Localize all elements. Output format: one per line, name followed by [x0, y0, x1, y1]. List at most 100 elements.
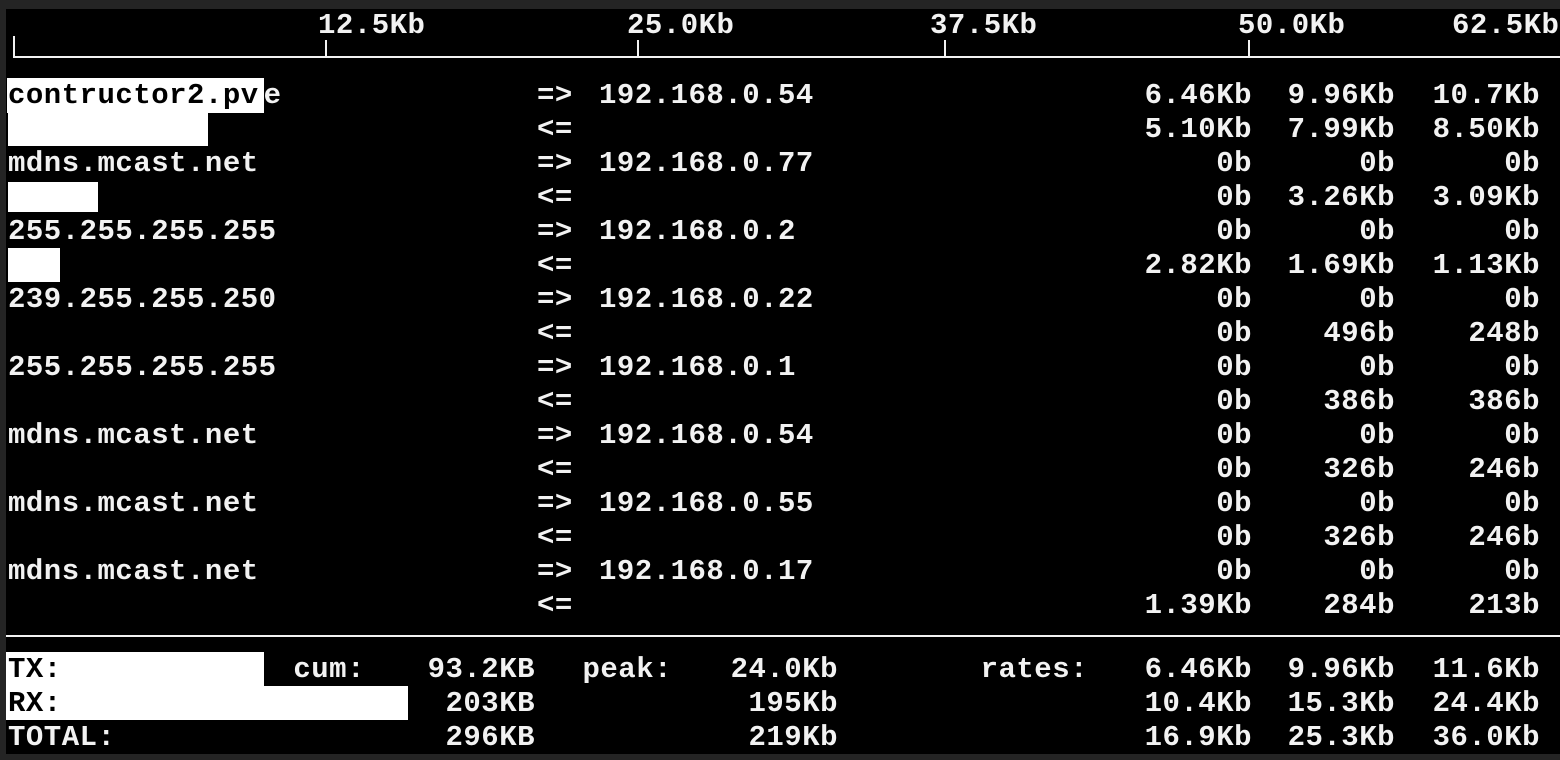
- scale-tick: [944, 40, 946, 56]
- redaction-box: [8, 182, 98, 212]
- remote-host: 192.168.0.17: [599, 554, 814, 588]
- remote-host: 192.168.0.2: [599, 214, 796, 248]
- tx-rate-40s: 0b: [1504, 214, 1540, 248]
- rx-rate-10s: 496b: [1323, 316, 1395, 350]
- connection-row-tx: 255.255.255.255 => 192.168.0.1 0b 0b 0b: [0, 350, 1560, 384]
- scale-tick-label: 62.5Kb: [1452, 9, 1560, 42]
- tx-rate-40s: 0b: [1504, 146, 1540, 180]
- connection-row-rx: <= 2.82Kb 1.69Kb 1.13Kb: [0, 248, 1560, 282]
- total-cum-value: 296KB: [445, 720, 535, 754]
- local-host: mdns.mcast.net: [8, 554, 259, 588]
- tx-rate-10s: 0b: [1359, 146, 1395, 180]
- rx-rate-40s: 246b: [1468, 452, 1540, 486]
- rx-rate-2s: 0b: [1216, 452, 1252, 486]
- connection-row-tx: mdns.mcast.net => 192.168.0.17 0b 0b 0b: [0, 554, 1560, 588]
- redaction-box: [8, 248, 60, 282]
- bandwidth-scale: 12.5Kb 25.0Kb 37.5Kb 50.0Kb 62.5Kb: [0, 0, 1560, 78]
- rx-arrow-icon: <=: [537, 452, 573, 486]
- tx-rate-2s: 0b: [1216, 418, 1252, 452]
- rx-rate-40s: 213b: [1468, 588, 1540, 622]
- tx-rate-40s: 0b: [1504, 350, 1540, 384]
- rx-rate-40s: 1.13Kb: [1432, 248, 1540, 282]
- rx-rate-2s: 10.4Kb: [1144, 686, 1252, 720]
- rx-rate-10s: 7.99Kb: [1287, 112, 1395, 146]
- rx-rate-2s: 0b: [1216, 180, 1252, 214]
- rates-label: rates:: [980, 652, 1088, 686]
- redaction-box: [0, 686, 408, 720]
- total-peak-value: 219Kb: [748, 720, 838, 754]
- tx-rate-10s: 0b: [1359, 214, 1395, 248]
- terminal-edge-top: [0, 0, 1560, 9]
- rx-arrow-icon: <=: [537, 248, 573, 282]
- scale-line: [13, 56, 1560, 58]
- tx-rate-40s: 0b: [1504, 486, 1540, 520]
- scale-tick-label: 25.0Kb: [627, 9, 735, 42]
- tx-rate-40s: 0b: [1504, 282, 1540, 316]
- connection-row-rx: <= 0b 496b 248b: [0, 316, 1560, 350]
- local-host: mdns.mcast.net: [8, 146, 259, 180]
- tx-rate-40s: 11.6Kb: [1432, 652, 1540, 686]
- rx-rate-10s: 386b: [1323, 384, 1395, 418]
- tx-rate-2s: 0b: [1216, 214, 1252, 248]
- remote-host: 192.168.0.54: [599, 78, 814, 112]
- rx-rate-40s: 246b: [1468, 520, 1540, 554]
- tx-label: TX:: [8, 652, 62, 686]
- rx-arrow-icon: <=: [537, 112, 573, 146]
- redaction-box: [0, 652, 264, 686]
- remote-host: 192.168.0.55: [599, 486, 814, 520]
- connection-row-rx: <= 0b 326b 246b: [0, 520, 1560, 554]
- remote-host: 192.168.0.77: [599, 146, 814, 180]
- terminal-edge-left: [0, 0, 6, 760]
- connection-row-rx: <= 0b 386b 386b: [0, 384, 1560, 418]
- tx-rate-10s: 9.96Kb: [1287, 78, 1395, 112]
- scale-tick: [325, 40, 327, 56]
- tx-rate-10s: 0b: [1359, 282, 1395, 316]
- rx-rate-2s: 2.82Kb: [1144, 248, 1252, 282]
- tx-rate-10s: 0b: [1359, 486, 1395, 520]
- tx-arrow-icon: =>: [537, 418, 573, 452]
- connection-row-rx: <= 5.10Kb 7.99Kb 8.50Kb: [0, 109, 1560, 146]
- total-label: TOTAL:: [8, 720, 116, 754]
- scale-tick-label: 50.0Kb: [1238, 9, 1346, 42]
- rx-arrow-icon: <=: [537, 316, 573, 350]
- rx-rate-40s: 24.4Kb: [1432, 686, 1540, 720]
- rx-rate-40s: 386b: [1468, 384, 1540, 418]
- total-rate-2s: 16.9Kb: [1144, 720, 1252, 754]
- connection-row-rx: <= 0b 326b 246b: [0, 452, 1560, 486]
- rx-arrow-icon: <=: [537, 520, 573, 554]
- tx-rate-2s: 0b: [1216, 350, 1252, 384]
- rx-rate-10s: 15.3Kb: [1287, 686, 1395, 720]
- tx-arrow-icon: =>: [537, 214, 573, 248]
- rx-rate-10s: 326b: [1323, 520, 1395, 554]
- total-rate-40s: 36.0Kb: [1432, 720, 1540, 754]
- total-rate-10s: 25.3Kb: [1287, 720, 1395, 754]
- scale-tick-label: 12.5Kb: [318, 9, 426, 42]
- rx-arrow-icon: <=: [537, 180, 573, 214]
- rx-rate-2s: 0b: [1216, 316, 1252, 350]
- tx-rate-2s: 6.46Kb: [1144, 78, 1252, 112]
- remote-host: 192.168.0.22: [599, 282, 814, 316]
- scale-tick: [13, 36, 15, 56]
- rx-rate-40s: 3.09Kb: [1432, 180, 1540, 214]
- tx-rate-40s: 10.7Kb: [1432, 78, 1540, 112]
- rx-label: RX:: [8, 686, 62, 720]
- tx-rate-2s: 0b: [1216, 554, 1252, 588]
- host-text-tail: e: [263, 78, 282, 112]
- local-host: 255.255.255.255: [8, 350, 277, 384]
- summary-row-tx: TX: cum: 93.2KB peak: 24.0Kb rates: 6.46…: [0, 652, 1560, 686]
- terminal-edge-bottom: [0, 754, 1560, 760]
- connection-row-tx: mdns.mcast.net => 192.168.0.54 0b 0b 0b: [0, 418, 1560, 452]
- redaction-box: [8, 109, 208, 146]
- remote-host: 192.168.0.54: [599, 418, 814, 452]
- connection-row-rx: <= 1.39Kb 284b 213b: [0, 588, 1560, 622]
- summary-row-rx: RX: 203KB 195Kb 10.4Kb 15.3Kb 24.4Kb: [0, 686, 1560, 720]
- peak-label: peak:: [582, 652, 672, 686]
- rx-rate-40s: 8.50Kb: [1432, 112, 1540, 146]
- tx-rate-10s: 9.96Kb: [1287, 652, 1395, 686]
- rx-peak-value: 195Kb: [748, 686, 838, 720]
- rx-rate-10s: 3.26Kb: [1287, 180, 1395, 214]
- tx-rate-10s: 0b: [1359, 350, 1395, 384]
- local-host: mdns.mcast.net: [8, 486, 259, 520]
- connection-row-rx: <= 0b 3.26Kb 3.09Kb: [0, 180, 1560, 214]
